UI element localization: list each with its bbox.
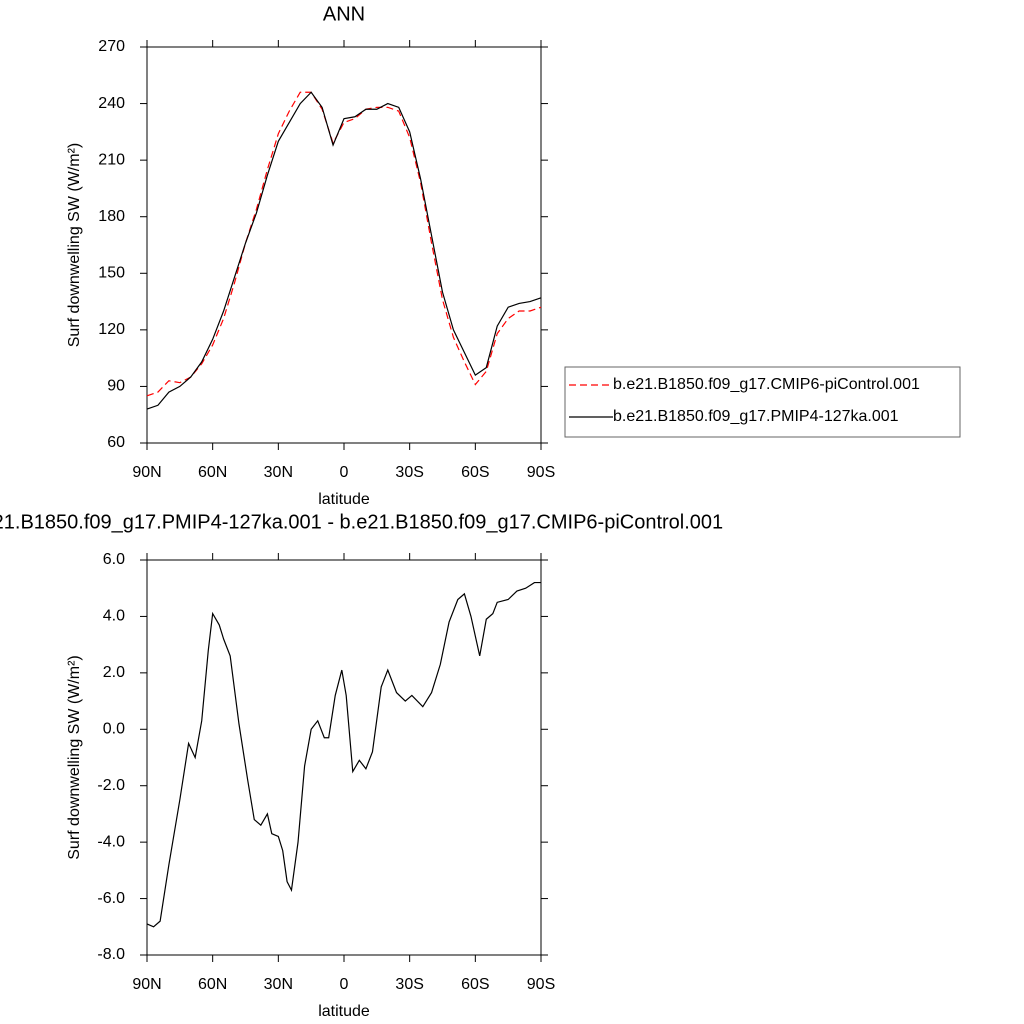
- x-tick-label: 90S: [527, 464, 555, 481]
- x-tick-label: 30N: [264, 976, 293, 993]
- y-tick-label: 60: [107, 434, 125, 451]
- legend: b.e21.B1850.f09_g17.CMIP6-piControl.001b…: [564, 366, 961, 438]
- y-tick-label: 180: [98, 208, 125, 225]
- x-tick-label: 90N: [132, 464, 161, 481]
- y-tick-label: -8.0: [97, 946, 125, 963]
- x-tick-label: 30S: [395, 976, 423, 993]
- x-tick-label: 60N: [198, 976, 227, 993]
- y-tick-label: 210: [98, 151, 125, 168]
- y-tick-label: -6.0: [97, 890, 125, 907]
- plot-frame: [146, 559, 542, 956]
- plot-frame: [146, 46, 542, 444]
- x-tick-label: 30S: [395, 464, 423, 481]
- y-tick-label: 0.0: [103, 721, 125, 738]
- x-tick-label: 60S: [461, 464, 489, 481]
- y-tick-label: 270: [98, 38, 125, 55]
- y-tick-label: 2.0: [103, 664, 125, 681]
- legend-label: b.e21.B1850.f09_g17.PMIP4-127ka.001: [613, 408, 899, 425]
- chart-title: ANN: [323, 3, 365, 25]
- x-tick-label: 0: [340, 464, 349, 481]
- series-line: [146, 581, 541, 928]
- legend-label: b.e21.B1850.f09_g17.CMIP6-piControl.001: [613, 376, 920, 393]
- y-tick-label: -4.0: [97, 833, 125, 850]
- x-tick-label: 90N: [132, 976, 161, 993]
- y-tick-label: 90: [107, 378, 125, 395]
- y-axis-label: Surf downwelling SW (W/m²): [66, 143, 83, 347]
- y-tick-label: 4.0: [103, 608, 125, 625]
- x-axis-label: latitude: [318, 491, 370, 508]
- y-tick-label: -2.0: [97, 777, 125, 794]
- y-tick-label: 6.0: [103, 551, 125, 568]
- y-tick-label: 120: [98, 321, 125, 338]
- y-tick-label: 240: [98, 95, 125, 112]
- x-tick-label: 60S: [461, 976, 489, 993]
- x-axis-label: latitude: [318, 1003, 370, 1020]
- legend-box: [564, 366, 961, 438]
- series-line: [146, 91, 542, 397]
- x-tick-label: 60N: [198, 464, 227, 481]
- y-axis-label: Surf downwelling SW (W/m²): [66, 655, 83, 859]
- series-line: [146, 91, 542, 410]
- x-tick-label: 30N: [264, 464, 293, 481]
- x-tick-label: 90S: [527, 976, 555, 993]
- x-tick-label: 0: [340, 976, 349, 993]
- chart-title: b.e21.B1850.f09_g17.PMIP4-127ka.001 - b.…: [0, 511, 723, 533]
- y-tick-label: 150: [98, 265, 125, 282]
